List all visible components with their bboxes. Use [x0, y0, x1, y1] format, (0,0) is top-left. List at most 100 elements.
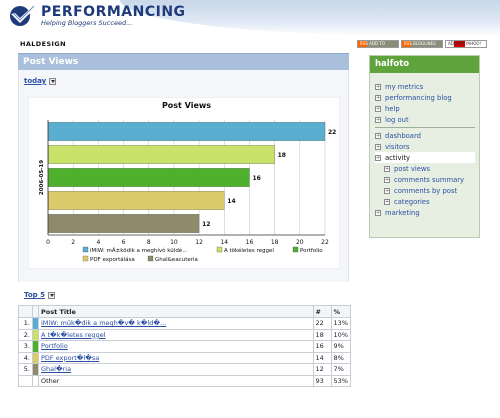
expand-plus-icon: + — [375, 132, 381, 139]
sidebar-username: halfoto — [370, 56, 479, 73]
bar — [48, 168, 250, 187]
legend-swatch — [147, 255, 154, 262]
legend-swatch — [82, 246, 89, 253]
expand-plus-icon: + — [375, 94, 381, 101]
brand-tagline: Helping Bloggers Succeed... — [41, 19, 133, 27]
x-tick-label: 20 — [296, 239, 304, 246]
table-row-other: Other 93 53% — [18, 374, 352, 387]
post-title-link[interactable]: Ghal�ria — [41, 365, 72, 374]
sidebar-item-label: my metrics — [385, 82, 424, 91]
row-color-swatch — [32, 374, 39, 387]
sidebar-item-visitors[interactable]: + visitors — [375, 141, 479, 152]
post-title-link[interactable]: Portfolio — [41, 342, 68, 351]
bar — [48, 122, 326, 141]
sidebar-item-label: comments by post — [394, 186, 458, 195]
row-rank: 2. — [18, 328, 33, 341]
bar — [48, 191, 225, 210]
post-views-title-bar: Post Views — [18, 53, 349, 70]
x-tick-label: 16 — [246, 239, 254, 246]
chart-title: Post Views — [162, 101, 211, 110]
table-row: 4. PDF export�l�sa 14 8% — [18, 351, 352, 364]
sidebar-item-log-out[interactable]: + log out — [375, 114, 479, 125]
sidebar-item-help[interactable]: + help — [375, 103, 479, 114]
sidebar-item-label: log out — [385, 115, 409, 124]
app-header: PERFORMANCING Helping Bloggers Succeed..… — [0, 0, 500, 36]
x-tick-label: 8 — [147, 239, 151, 246]
x-tick-label: 18 — [271, 239, 279, 246]
sidebar-item-categories[interactable]: + categories — [375, 196, 479, 207]
top-label[interactable]: Top 5 — [24, 291, 45, 299]
bar-value-label: 22 — [328, 129, 336, 136]
post-title-link[interactable]: PDF export�l�sa — [41, 353, 100, 362]
legend-swatch — [292, 246, 299, 253]
expand-plus-icon: + — [375, 83, 381, 90]
post-title-link[interactable]: iMiW: mŭk�dik a megh�v� k�ld�... — [41, 319, 167, 328]
dropdown-arrow-icon[interactable] — [48, 291, 56, 299]
legend-label: Portfolio — [300, 248, 323, 254]
top-selector[interactable]: Top 5 — [24, 291, 56, 299]
x-tick-label: 2 — [71, 239, 75, 246]
table-header-row: Post Title # % — [18, 305, 352, 318]
sidebar-item-label: performancing blog — [385, 93, 452, 102]
period-selector[interactable]: today — [24, 77, 57, 85]
expand-plus-icon: + — [375, 209, 381, 216]
legend-label: A tökéletes reggel — [224, 247, 274, 254]
page-title: Post Views — [23, 57, 79, 67]
rss-bloglines-badge[interactable]: RSS BLOGLINES — [401, 40, 443, 48]
row-title-cell: Other — [38, 374, 314, 387]
x-tick-label: 6 — [122, 239, 126, 246]
top-posts-table: Post Title # % 1. iMiW: mŭk�dik a megh�v�… — [18, 305, 352, 387]
x-tick-label: 14 — [220, 239, 228, 246]
add-my-yahoo-badge[interactable]: ADD MY YAHOO! — [445, 40, 487, 48]
rss-add-to-badge[interactable]: RSS ADD TO — [357, 40, 399, 48]
period-label[interactable]: today — [24, 77, 47, 85]
sidebar-item-dashboard[interactable]: + dashboard — [375, 130, 479, 141]
post-views-chart: Post Views 0 2 4 6 8 10 12 14 16 18 20 22 2006-05-19 2… — [28, 97, 340, 269]
sidebar: halfoto + my metrics + performancing blog + h… — [369, 55, 480, 238]
legend-label: Ghal&eacuteria — [155, 257, 198, 263]
row-title-cell: A t�k�letes reggel — [38, 328, 314, 341]
row-percent: 10% — [330, 328, 352, 341]
dropdown-arrow-icon[interactable] — [49, 77, 57, 85]
performancing-logo-icon — [10, 5, 36, 26]
x-tick-label: 10 — [170, 239, 178, 246]
legend-swatch — [216, 246, 223, 253]
row-rank: 5. — [18, 363, 33, 376]
post-title-link[interactable]: A t�k�letes reggel — [41, 330, 106, 339]
x-tick-label: 0 — [46, 239, 50, 246]
expand-plus-icon: + — [384, 176, 390, 183]
row-percent: 7% — [330, 363, 352, 376]
site-name: HALDESIGN — [20, 40, 66, 48]
sidebar-item-label: dashboard — [385, 131, 421, 140]
y-axis-label: 2006-05-19 — [39, 160, 45, 195]
table-row: 2. A t�k�letes reggel 18 10% — [18, 328, 352, 341]
sidebar-item-comments-by-post[interactable]: + comments by post — [375, 185, 479, 196]
row-percent: 53% — [330, 374, 352, 387]
legend-label: iMiW: mÃ±ködik a meghívó küldé... — [90, 247, 188, 254]
row-count: 14 — [312, 351, 332, 364]
sidebar-item-performancing-blog[interactable]: + performancing blog — [375, 92, 479, 103]
row-count: 93 — [312, 374, 332, 387]
sidebar-item-marketing[interactable]: + marketing — [375, 207, 479, 218]
sidebar-item-my-metrics[interactable]: + my metrics — [375, 81, 479, 92]
sidebar-item-post-views[interactable]: + post views — [375, 163, 479, 174]
brand-logo[interactable]: PERFORMANCING Helping Bloggers Succeed..… — [8, 4, 186, 27]
sidebar-item-label: post views — [394, 164, 431, 173]
bar — [48, 214, 200, 233]
row-count: 16 — [312, 340, 332, 353]
row-rank: 3. — [18, 340, 33, 353]
expand-plus-icon: + — [384, 187, 390, 194]
subscribe-badges: RSS ADD TO RSS BLOGLINES ADD MY YAHOO! — [357, 40, 487, 48]
sidebar-item-comments-summary[interactable]: + comments summary — [375, 174, 479, 185]
row-rank: 1. — [18, 317, 33, 330]
sidebar-item-label: visitors — [385, 142, 410, 151]
x-tick-label: 12 — [195, 239, 203, 246]
sidebar-item-activity[interactable]: + activity — [375, 152, 475, 163]
row-title-cell: iMiW: mŭk�dik a megh�v� k�ld�... — [38, 317, 314, 330]
row-count: 18 — [312, 328, 332, 341]
table-row: 5. Ghal�ria 12 7% — [18, 363, 352, 376]
column-header-percent: % — [330, 305, 352, 318]
sidebar-divider — [375, 127, 475, 128]
row-title-cell: Portfolio — [38, 340, 314, 353]
sidebar-item-label: categories — [394, 197, 430, 206]
